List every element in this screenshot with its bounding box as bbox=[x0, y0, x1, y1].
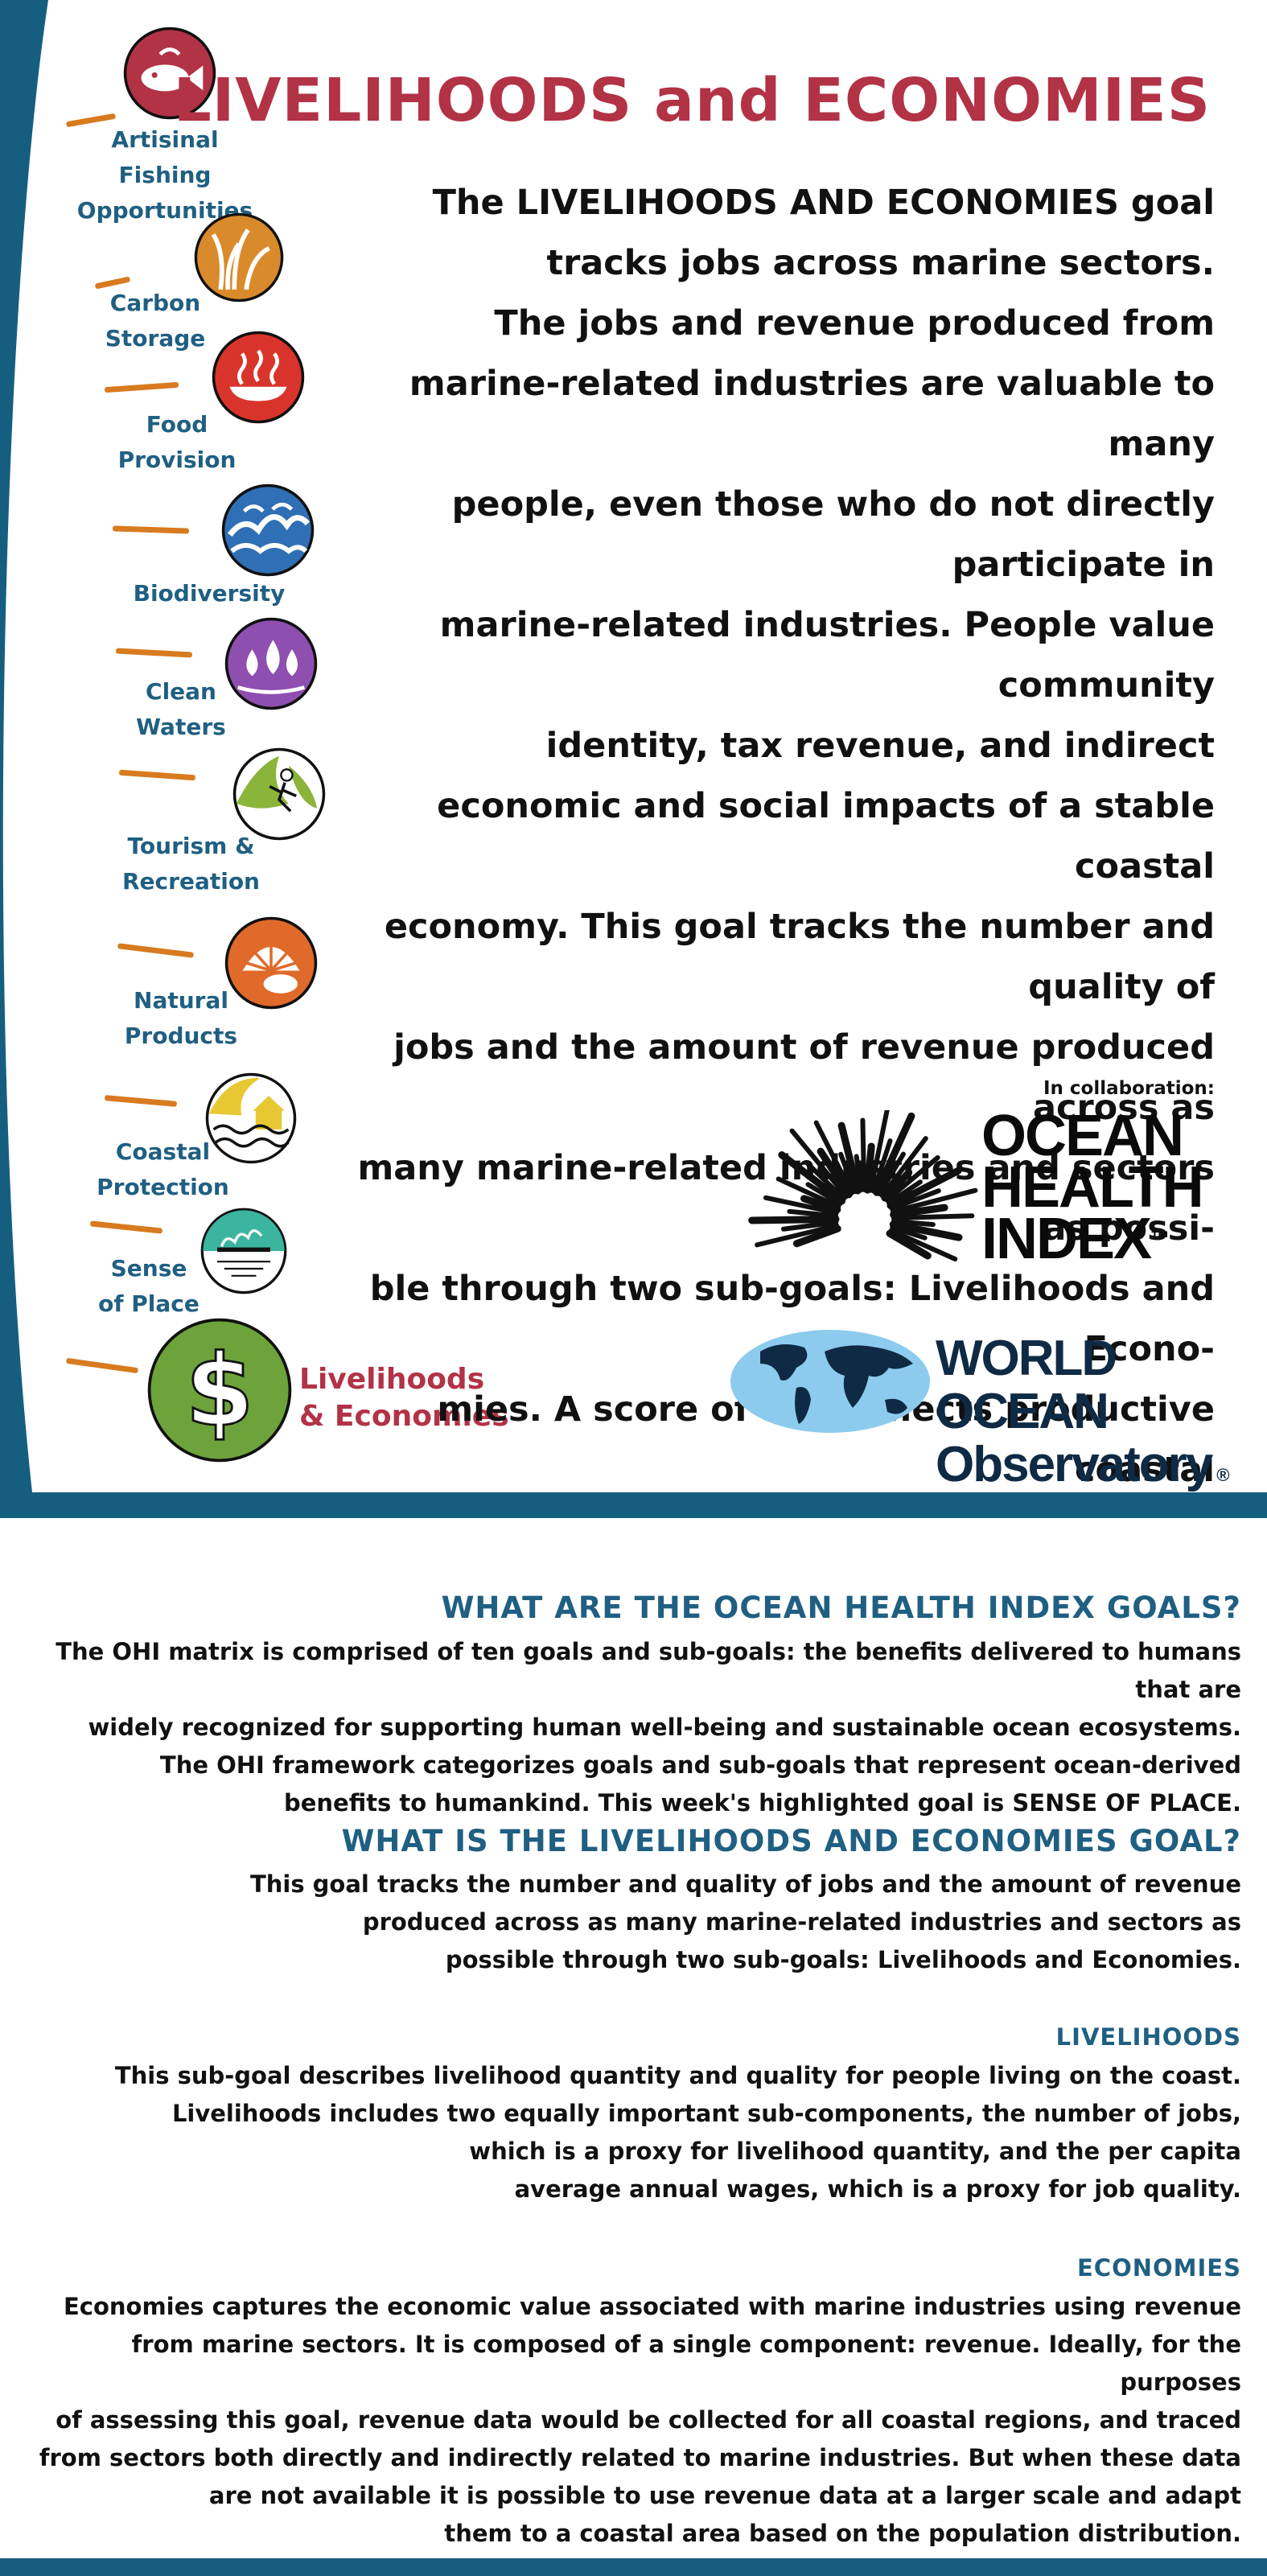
ohi-fan-ray bbox=[886, 1229, 932, 1260]
dish-icon bbox=[212, 331, 305, 424]
shell-icon bbox=[224, 916, 318, 1010]
section-divider-bar bbox=[0, 1492, 1267, 1518]
ohi-fan-ray bbox=[860, 1117, 867, 1193]
heading-economies: ECONOMIES bbox=[1076, 2254, 1241, 2282]
ohi-fan-ray bbox=[763, 1195, 839, 1216]
world-ocean-observatory-logo: WORLD OCEAN Observatory ® bbox=[728, 1327, 1230, 1492]
ohi-fan-ray bbox=[792, 1224, 841, 1248]
goal-icon-coastal-protection bbox=[204, 1072, 298, 1165]
ohi-word-health: HEALTH bbox=[981, 1155, 1204, 1220]
woo-word-observatory: Observatory ® bbox=[936, 1437, 1230, 1492]
ohi-fan-ray bbox=[805, 1182, 843, 1207]
seagrass-icon bbox=[194, 212, 284, 302]
goal-icon-biodiversity bbox=[220, 483, 315, 578]
ohi-fan-ray bbox=[813, 1120, 854, 1195]
goal-label-livelihoods-economies: Livelihoods & Economies bbox=[299, 1363, 509, 1433]
paragraph-livelihoods: This sub-goal describes livelihood quant… bbox=[114, 2062, 1241, 2203]
ohi-fan-ray bbox=[884, 1154, 940, 1203]
surfer-icon bbox=[232, 747, 326, 841]
island-icon bbox=[200, 1208, 287, 1294]
ohi-fan-ray bbox=[886, 1167, 962, 1210]
goal-icon-clean-waters bbox=[224, 616, 319, 711]
ohi-fan-ray bbox=[775, 1176, 841, 1209]
ocean-health-index-logo: OCEAN HEALTH INDEX™ bbox=[740, 1104, 1223, 1295]
ohi-fan-icon bbox=[748, 1110, 978, 1261]
dollar-icon: $ bbox=[147, 1318, 292, 1463]
goal-label-sense-of-place: Sense of Place bbox=[98, 1255, 200, 1317]
ohi-fan-ray bbox=[780, 1220, 839, 1232]
goal-icon-food-provision bbox=[211, 330, 306, 425]
goal-icon-tourism-recreation bbox=[232, 747, 327, 842]
droplets-icon bbox=[224, 617, 318, 710]
wave-icon bbox=[221, 484, 315, 577]
ohi-fan-ray bbox=[890, 1187, 978, 1215]
ohi-fan-ray bbox=[888, 1228, 958, 1261]
goal-label-carbon-storage: Carbon Storage bbox=[105, 290, 206, 352]
ohi-fan-ray bbox=[854, 1154, 864, 1193]
ohi-fan-ray bbox=[873, 1112, 915, 1196]
globe-map-icon bbox=[730, 1330, 930, 1433]
goal-label-biodiversity: Biodiversity bbox=[133, 580, 286, 607]
goal-description-section: WHAT ARE THE OCEAN HEALTH INDEX GOALS? T… bbox=[0, 1518, 1267, 2558]
ohi-fan-ray bbox=[868, 1110, 890, 1193]
goal-icon-sense-of-place bbox=[200, 1207, 288, 1295]
ohi-fan-ray bbox=[890, 1224, 928, 1241]
ohi-fan-ray bbox=[891, 1219, 936, 1228]
ohi-fan-ray bbox=[890, 1204, 948, 1219]
goal-icon-livelihoods-economies: $ bbox=[145, 1315, 294, 1465]
ohi-fan-ray bbox=[877, 1151, 906, 1197]
heading-ohi-goals: WHAT ARE THE OCEAN HEALTH INDEX GOALS? bbox=[441, 1590, 1241, 1625]
goal-label-coastal-protection: Coastal Protection bbox=[97, 1138, 229, 1200]
footer-bar bbox=[0, 2558, 1267, 2576]
goal-icon-natural-products bbox=[224, 916, 319, 1010]
paragraph-economies: Economies captures the economic value as… bbox=[39, 2293, 1241, 2547]
ohi-fan-ray bbox=[800, 1195, 841, 1214]
goal-label-natural-products: Natural Products bbox=[124, 987, 238, 1049]
goal-label-tourism-recreation: Tourism & Recreation bbox=[122, 833, 260, 895]
paragraph-ohi-goals: The OHI matrix is comprised of ten goals… bbox=[56, 1638, 1241, 1817]
goal-label-food-provision: Food Provision bbox=[117, 411, 237, 473]
woo-word-world-ocean: WORLD OCEAN bbox=[936, 1331, 1117, 1439]
house-icon bbox=[205, 1072, 297, 1164]
ohi-fan-ray bbox=[889, 1188, 941, 1212]
ohi-fan-ray bbox=[886, 1179, 923, 1206]
ohi-fan-ray bbox=[871, 1138, 893, 1194]
ohi-fan-ray bbox=[789, 1128, 849, 1200]
page-title: LIVELIHOODS and ECONOMIES bbox=[173, 66, 1211, 135]
fish-icon bbox=[123, 27, 216, 120]
goal-label-clean-waters: Clean Waters bbox=[136, 678, 226, 740]
ohi-fan-ray bbox=[817, 1147, 853, 1199]
ohi-fan-ray bbox=[755, 1223, 840, 1248]
collaboration-label: In collaboration: bbox=[1043, 1078, 1215, 1099]
heading-livelihoods-economies-goal: WHAT IS THE LIVELIHOODS AND ECONOMIES GO… bbox=[341, 1824, 1241, 1858]
left-arc-band bbox=[0, 0, 48, 1492]
infographic-header-panel: Artisinal Fishing Opportunities Carbon Stor… bbox=[0, 0, 1230, 1492]
ohi-fan-ray bbox=[863, 1142, 875, 1194]
ohi-fan-ray bbox=[889, 1220, 963, 1241]
paragraph-livelihoods-economies-goal: This goal tracks the number and quality … bbox=[249, 1870, 1241, 1973]
heading-livelihoods: LIVELIHOODS bbox=[1055, 2023, 1241, 2051]
goal-icon-artisanal-fishing bbox=[122, 26, 217, 121]
ohi-fan-ray bbox=[778, 1151, 845, 1205]
ohi-fan-ray bbox=[881, 1169, 913, 1202]
ohi-fan-ray bbox=[787, 1208, 839, 1219]
ohi-word-ocean: OCEAN bbox=[981, 1104, 1184, 1168]
ohi-fan-ray bbox=[838, 1151, 858, 1195]
goal-icon-carbon-storage bbox=[193, 212, 285, 303]
ohi-fan-ray bbox=[805, 1162, 847, 1201]
ohi-fan-ray bbox=[879, 1136, 928, 1199]
ohi-word-index: INDEX™ bbox=[981, 1207, 1170, 1271]
ohi-fan-ray bbox=[891, 1213, 975, 1220]
ohi-fan-ray bbox=[837, 1121, 862, 1195]
svg-text:$: $ bbox=[185, 1333, 253, 1448]
